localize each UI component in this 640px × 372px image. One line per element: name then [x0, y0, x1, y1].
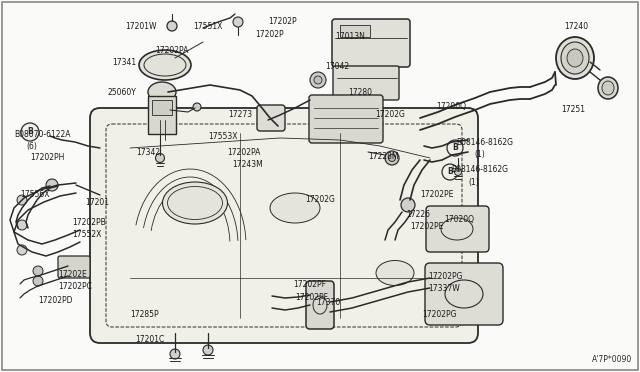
Text: 17337W: 17337W	[428, 284, 460, 293]
Circle shape	[442, 164, 458, 180]
FancyBboxPatch shape	[257, 105, 285, 131]
Ellipse shape	[561, 42, 589, 74]
Circle shape	[203, 345, 213, 355]
Text: 17202PE: 17202PE	[420, 190, 453, 199]
FancyBboxPatch shape	[306, 281, 334, 329]
Text: B08070-6122A: B08070-6122A	[14, 130, 70, 139]
Text: 25060Y: 25060Y	[107, 88, 136, 97]
Text: 17202P: 17202P	[255, 30, 284, 39]
Text: 17226: 17226	[406, 210, 430, 219]
Text: 17553X: 17553X	[208, 132, 237, 141]
Ellipse shape	[148, 82, 176, 102]
Ellipse shape	[376, 260, 414, 285]
Circle shape	[33, 266, 43, 276]
Text: A'7P*0090: A'7P*0090	[592, 355, 632, 364]
Text: (6): (6)	[26, 142, 37, 151]
Text: 17201W: 17201W	[125, 22, 157, 31]
Text: 17202PF: 17202PF	[295, 293, 328, 302]
FancyBboxPatch shape	[333, 66, 399, 100]
Text: 17202PA: 17202PA	[155, 46, 188, 55]
Text: 17285P: 17285P	[130, 310, 159, 319]
Circle shape	[454, 169, 461, 176]
Ellipse shape	[556, 37, 594, 79]
Text: 17280: 17280	[348, 88, 372, 97]
Ellipse shape	[139, 50, 191, 80]
Text: 17202PF: 17202PF	[293, 280, 326, 289]
Text: 17202PG: 17202PG	[422, 310, 456, 319]
Text: (1): (1)	[474, 150, 484, 159]
Circle shape	[17, 245, 27, 255]
FancyBboxPatch shape	[332, 19, 410, 67]
Text: 17202PA: 17202PA	[227, 148, 260, 157]
Text: 17202PB: 17202PB	[72, 218, 106, 227]
Circle shape	[310, 72, 326, 88]
Circle shape	[170, 349, 180, 359]
FancyBboxPatch shape	[309, 95, 383, 143]
Ellipse shape	[598, 77, 618, 99]
FancyBboxPatch shape	[426, 206, 489, 252]
Text: 17243M: 17243M	[232, 160, 263, 169]
Text: 17020Q: 17020Q	[444, 215, 474, 224]
Text: 17042: 17042	[325, 62, 349, 71]
Text: 17202G: 17202G	[375, 110, 405, 119]
Text: 17202G: 17202G	[305, 195, 335, 204]
Text: (1): (1)	[468, 178, 479, 187]
Circle shape	[385, 151, 399, 165]
Text: 17013N: 17013N	[335, 32, 365, 41]
Ellipse shape	[270, 193, 320, 223]
Text: 17552X: 17552X	[72, 230, 101, 239]
Text: 17251: 17251	[561, 105, 585, 114]
Text: 17556X: 17556X	[20, 190, 49, 199]
Circle shape	[167, 21, 177, 31]
Circle shape	[156, 154, 164, 163]
Text: 17202PH: 17202PH	[30, 153, 65, 162]
Circle shape	[447, 140, 463, 156]
Text: 17200Q: 17200Q	[436, 102, 466, 111]
Bar	[152, 100, 172, 115]
Circle shape	[33, 276, 43, 286]
Text: 17551X: 17551X	[193, 22, 222, 31]
Text: 17201: 17201	[85, 198, 109, 207]
FancyBboxPatch shape	[58, 256, 90, 278]
Text: 17202E: 17202E	[58, 270, 87, 279]
Text: 17342: 17342	[136, 148, 160, 157]
Text: 17240: 17240	[564, 22, 588, 31]
Circle shape	[17, 195, 27, 205]
Text: 17202PD: 17202PD	[38, 296, 72, 305]
Text: 17341: 17341	[112, 58, 136, 67]
Text: 17202P: 17202P	[268, 17, 296, 26]
Circle shape	[233, 17, 243, 27]
Circle shape	[401, 198, 415, 212]
Text: 17202PG: 17202PG	[428, 272, 463, 281]
FancyBboxPatch shape	[425, 263, 503, 325]
Ellipse shape	[163, 182, 227, 224]
Circle shape	[314, 76, 322, 84]
Circle shape	[17, 220, 27, 230]
Bar	[148, 96, 176, 134]
Text: 17228M: 17228M	[368, 152, 399, 161]
Circle shape	[46, 179, 58, 191]
Text: B: B	[452, 144, 458, 153]
Ellipse shape	[567, 49, 583, 67]
Text: B: B	[447, 167, 453, 176]
Text: B08146-8162G: B08146-8162G	[451, 165, 508, 174]
Text: 17202PE: 17202PE	[410, 222, 444, 231]
Text: 17370: 17370	[316, 298, 340, 307]
Ellipse shape	[602, 81, 614, 95]
Text: B08146-8162G: B08146-8162G	[456, 138, 513, 147]
FancyBboxPatch shape	[90, 108, 478, 343]
Text: 17201C: 17201C	[135, 335, 164, 344]
Circle shape	[193, 103, 201, 111]
Text: 17202PC: 17202PC	[58, 282, 92, 291]
Text: 17273: 17273	[228, 110, 252, 119]
Circle shape	[388, 154, 396, 161]
Circle shape	[21, 123, 39, 141]
Bar	[340, 25, 370, 37]
Text: B: B	[27, 128, 33, 137]
